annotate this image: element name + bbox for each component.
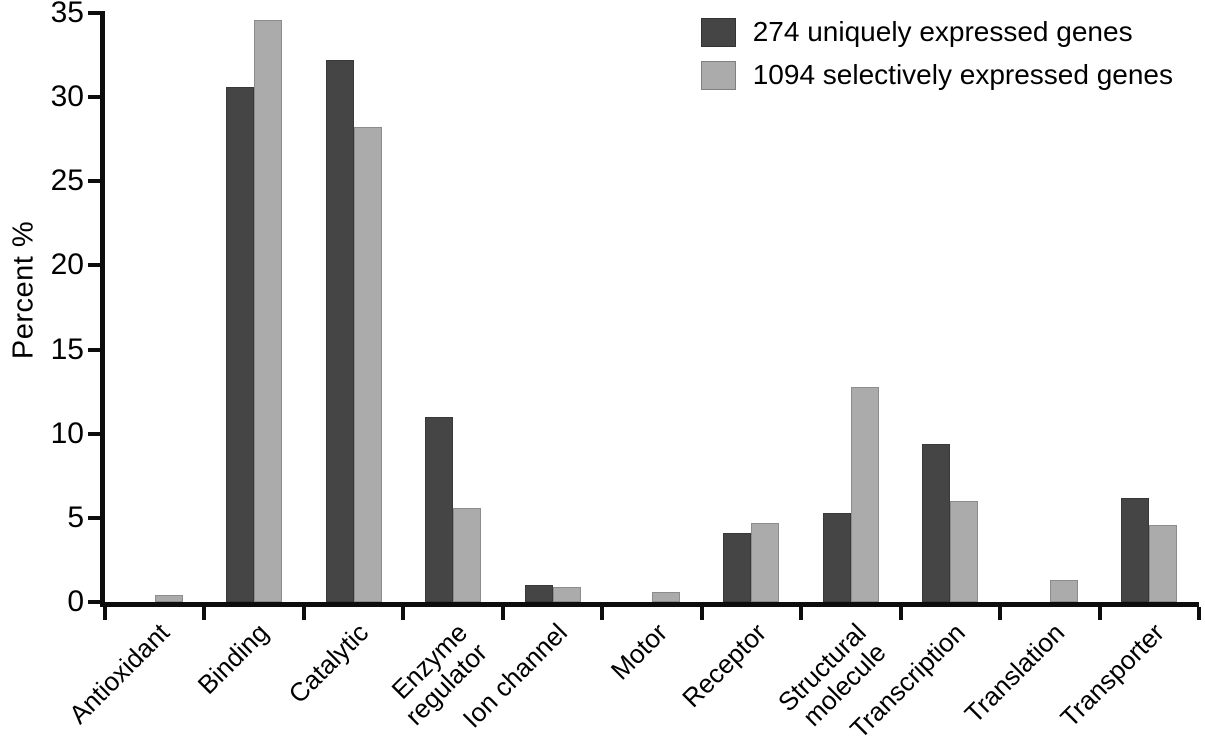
y-tick-mark [88,600,105,604]
x-tick-mark [699,607,704,620]
y-tick-mark [88,263,105,268]
bar-series1-transcription [950,501,979,602]
legend-label-uniquely-expressed: 274 uniquely expressed genes [752,16,1133,47]
x-tick-mark [301,607,306,620]
x-tick-mark [898,607,903,620]
bar-series1-ion-channel [552,586,581,602]
legend-item-selectively-expressed: 1094 selectively expressed genes [700,59,1173,91]
y-tick-mark [88,347,105,352]
y-tick-label: 5 [67,500,84,534]
x-tick-mark [202,607,207,620]
legend-label-selectively-expressed: 1094 selectively expressed genes [752,59,1173,90]
bar-series1-structural-molecule [850,386,879,602]
x-category-label: Receptor [676,617,772,714]
y-tick-label: 0 [67,585,84,618]
bar-series1-binding [254,19,283,602]
x-tick-mark [401,607,406,620]
legend: 274 uniquely expressed genes 1094 select… [700,16,1173,91]
x-tick-mark [600,607,605,620]
x-category-label: Translation [958,617,1071,729]
x-tick-mark [103,607,107,620]
bar-series0-receptor [723,533,752,602]
bar-series0-transporter [1121,497,1150,602]
x-tick-mark [998,607,1003,620]
legend-swatch-light [700,60,736,90]
y-tick-label: 15 [50,332,84,366]
bar-series0-enzyme-regulator [425,416,454,602]
x-category-label: Antioxidant [63,617,176,730]
bar-series0-structural-molecule [822,512,851,602]
bar-series0-catalytic [325,60,354,602]
y-tick-label: 20 [50,248,84,282]
y-tick-label: 30 [50,80,84,114]
bar-series0-transcription [922,443,951,602]
bar-series1-enzyme-regulator [453,507,482,602]
y-axis-title: Percent % [7,220,40,360]
x-category-label: Binding [192,617,275,700]
bar-series1-receptor [751,522,780,602]
y-tick-mark [88,95,105,100]
x-tick-mark [500,607,505,620]
bar-series1-translation [1049,580,1078,602]
legend-item-uniquely-expressed: 274 uniquely expressed genes [700,16,1173,48]
x-category-label: Transporter [1054,617,1170,733]
x-category-label: Catalytic [282,617,375,710]
plot-area: 0 5 10 15 20 25 30 35 Antioxidant Binding Catalyt… [51,0,1201,739]
legend-swatch-dark [700,17,736,47]
y-tick-mark [88,515,105,520]
x-tick-mark [1097,607,1102,620]
y-tick-mark [88,11,105,15]
y-tick-label: 10 [50,416,84,450]
bar-series0-ion-channel [524,585,553,602]
bar-series0-binding [226,87,255,602]
bar-series1-transporter [1149,524,1178,602]
x-category-label: Motor [604,617,673,686]
y-tick-label: 25 [50,164,84,198]
bar-series1-catalytic [353,127,382,602]
y-tick-label: 35 [50,0,84,29]
x-tick-mark [1197,607,1201,620]
y-tick-mark [88,179,105,184]
bar-series1-motor [652,591,680,602]
y-tick-mark [88,431,105,436]
x-tick-mark [799,607,804,620]
bar-series1-antioxidant [154,595,183,602]
